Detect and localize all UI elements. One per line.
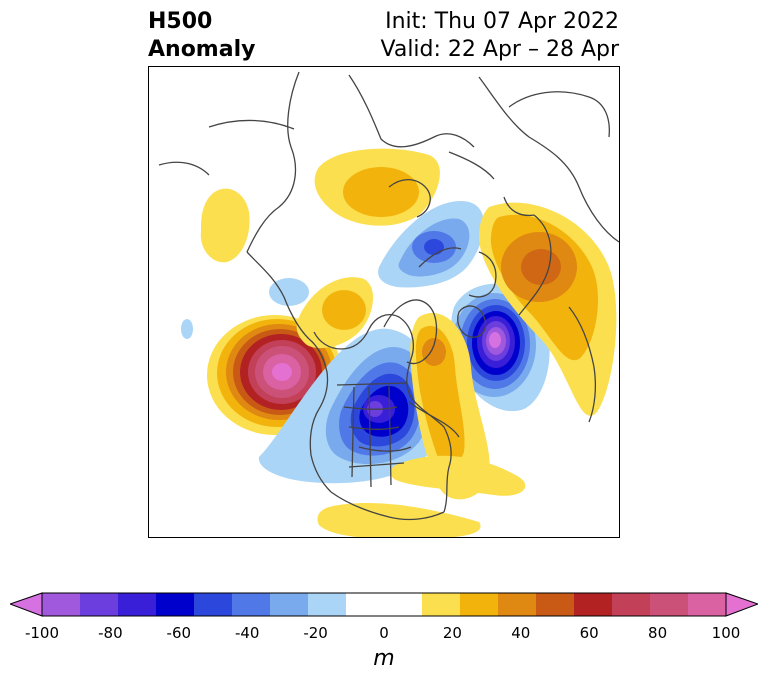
aleutian-positive-anomaly [296,277,374,349]
colorbar-tick-label: -60 [166,624,192,642]
colorbar-segment [460,593,499,616]
colorbar-min-extension [10,592,43,617]
barents-kara-negative-anomaly [378,201,485,288]
colorbar-tick-label: -40 [234,624,260,642]
colorbar-segment [650,593,689,616]
colorbar-segments [42,593,727,616]
colorbar-segment [232,593,271,616]
colorbar-segment [270,593,309,616]
colorbar-tick-label: 80 [648,624,668,642]
colorbar-segment [422,593,461,616]
coastlines [158,71,619,521]
colorbar-tick-label: -100 [24,624,60,642]
title-right: Init: Thu 07 Apr 2022 Valid: 22 Apr – 28… [381,8,620,64]
colorbar-tick-label: 20 [442,624,462,642]
colorbar-segment [156,593,195,616]
colorbar-segment [194,593,233,616]
colorbar-tick-label: -20 [303,624,328,642]
colorbar [10,592,758,617]
colorbar-segment [308,593,347,616]
colorbar-tick-label: -80 [98,624,123,642]
colorbar-segment [574,593,613,616]
colorbar-segment [118,593,157,616]
europe-positive-anomaly [479,202,617,416]
colorbar-tick-label: 60 [579,624,599,642]
central-siberia-positive-anomaly [314,148,440,226]
anomaly-map [148,66,620,538]
colorbar-border [41,592,727,617]
colorbar-segment [384,593,423,616]
init-date: Init: Thu 07 Apr 2022 [385,9,619,34]
valid-range: Valid: 22 Apr – 28 Apr [380,37,620,62]
colorbar-segment [536,593,575,616]
colorbar-segment [42,593,81,616]
title-left: H500 Anomaly [148,8,255,64]
nw-pacific-negative-anomaly [181,319,193,339]
colorbar-tick-label: 0 [379,624,389,642]
colorbar-segment [688,593,727,616]
colorbar-tick-label: 100 [711,624,741,642]
east-asia-positive-anomaly [200,188,250,263]
colorbar-tick-label: 40 [511,624,531,642]
title-field: Anomaly [148,37,256,62]
colorbar-unit: m [373,646,395,671]
alaska-negative-anomaly [269,278,309,306]
colorbar-segment [346,593,385,616]
title-variable: H500 [148,9,213,34]
colorbar-tick-labels: -100 -80 -60 -40 -20 0 20 40 60 80 100 [0,624,768,644]
colorbar-segment [80,593,119,616]
atlantic-subtropic-positive-anomaly [317,455,526,537]
colorbar-segment [612,593,651,616]
colorbar-max-extension [725,592,758,617]
colorbar-segment [498,593,537,616]
